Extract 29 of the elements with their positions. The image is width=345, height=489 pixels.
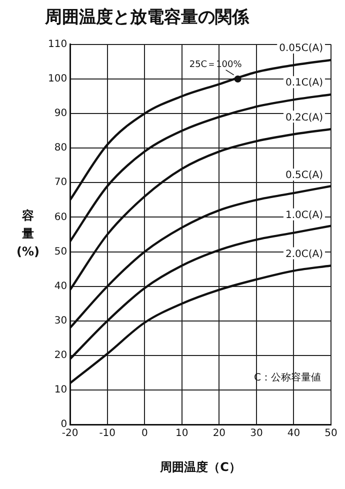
series-label: 0.05C(A): [279, 43, 324, 54]
y-tick-label: 50: [54, 246, 68, 258]
x-axis-title: 周囲温度（C）: [159, 460, 241, 474]
x-tick-label: 10: [176, 428, 188, 440]
y-tick-label: 60: [54, 212, 68, 223]
x-tick-label: 40: [287, 428, 300, 440]
y-tick-label: 30: [54, 316, 68, 327]
y-tick-label: 110: [48, 38, 68, 50]
y-tick-label: 40: [54, 280, 68, 292]
x-tick-label: -20: [62, 428, 78, 440]
y-tick-label: 10: [54, 384, 68, 396]
y-tick-label: 0: [60, 419, 68, 430]
series-label: 0.1C(A): [285, 78, 324, 89]
chart-title: 周囲温度と放電容量の関係: [44, 8, 250, 28]
series-label: 1.0C(A): [285, 210, 324, 221]
x-tick-label: 0: [141, 428, 148, 440]
y-tick-label: 80: [54, 142, 68, 154]
series-label: 2.0C(A): [285, 248, 324, 260]
x-tick-label: 50: [324, 428, 338, 440]
y-axis-title: 容量(%): [16, 208, 40, 259]
series-label: 0.5C(A): [285, 170, 324, 182]
y-tick-label: 20: [54, 350, 68, 362]
y-tick-label: 90: [54, 108, 68, 120]
series-label: 0.2C(A): [285, 112, 324, 124]
y-tick-label: 70: [54, 177, 68, 188]
x-tick-label: -10: [99, 428, 116, 440]
x-tick-label: 30: [250, 428, 263, 440]
y-tick-label: 100: [48, 74, 68, 85]
x-tick-label: 20: [212, 428, 226, 440]
